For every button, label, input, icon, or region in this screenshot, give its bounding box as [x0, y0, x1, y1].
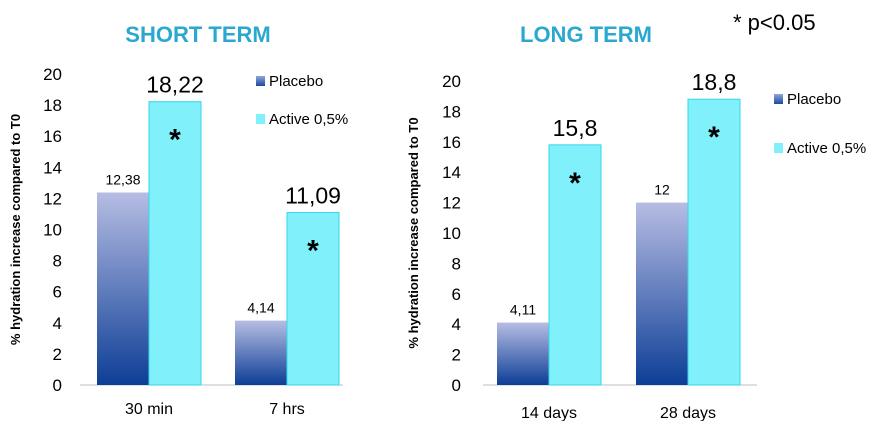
y-tick-label: 16: [442, 133, 461, 152]
y-tick-label: 2: [452, 346, 461, 365]
data-label: 11,09: [285, 183, 341, 209]
x-tick-label: 14 days: [521, 405, 577, 421]
y-tick-label: 0: [452, 376, 461, 395]
bar-active: [148, 101, 202, 386]
y-axis-title: % hydration increase compared to T0: [8, 114, 23, 345]
data-label: 12: [654, 182, 670, 198]
y-axis-title: % hydration increase compared to T0: [406, 117, 421, 348]
significance-marker: *: [169, 124, 181, 157]
bar-placebo: [636, 202, 688, 385]
y-tick-label: 4: [452, 315, 461, 334]
y-tick-label: 6: [452, 285, 461, 304]
significance-note: * p<0.05: [733, 10, 816, 35]
short-term-chart: 0 2 4 6 8 10 12 14 16 18 20 % hydration increase co…: [8, 65, 348, 418]
bar-placebo: [235, 320, 287, 385]
legend-swatch-active: [256, 114, 265, 124]
data-label: 12,38: [105, 171, 140, 187]
legend-swatch-placebo: [774, 94, 783, 104]
data-label: 4,11: [510, 302, 536, 318]
y-tick-label: 0: [53, 376, 62, 395]
legend-label: Placebo: [787, 91, 841, 108]
y-tick-label: 20: [442, 72, 461, 91]
bar-active: [286, 212, 340, 386]
y-tick-label: 6: [53, 283, 62, 302]
y-tick-label: 18: [442, 102, 461, 121]
y-tick-label: 8: [53, 252, 62, 271]
legend-label: Placebo: [269, 73, 323, 90]
significance-marker: *: [569, 167, 581, 200]
x-tick-label: 30 min: [125, 401, 173, 418]
legend-swatch-placebo: [256, 76, 265, 86]
legend-swatch-active: [774, 143, 783, 153]
y-tick-label: 14: [43, 158, 62, 177]
x-tick-label: 7 hrs: [269, 401, 305, 418]
y-tick-label: 18: [43, 96, 62, 115]
data-label: 18,8: [692, 69, 737, 95]
bar-active: [548, 144, 602, 386]
chart-title-short-term: SHORT TERM: [125, 22, 270, 47]
y-tick-label: 4: [53, 314, 62, 333]
bar-active: [687, 98, 741, 386]
bar-placebo: [97, 192, 149, 385]
y-tick-label: 12: [442, 194, 461, 213]
y-tick-label: 14: [442, 163, 461, 182]
y-tick-label: 8: [452, 254, 461, 273]
significance-marker: *: [708, 121, 720, 154]
y-tick-label: 20: [43, 65, 62, 84]
data-label: 15,8: [553, 115, 598, 141]
y-tick-label: 2: [53, 345, 62, 364]
legend-label: Active 0,5%: [787, 140, 866, 157]
data-label: 18,22: [146, 72, 204, 98]
long-term-chart: 0 2 4 6 8 10 12 14 16 18 20 % hydration increase co…: [406, 69, 866, 421]
legend-label: Active 0,5%: [269, 111, 348, 128]
y-tick-label: 10: [43, 221, 62, 240]
chart-title-long-term: LONG TERM: [520, 22, 652, 47]
y-tick-label: 10: [442, 224, 461, 243]
bar-placebo: [497, 322, 549, 385]
significance-marker: *: [307, 235, 319, 268]
x-tick-label: 28 days: [660, 405, 716, 421]
data-label: 4,14: [247, 300, 274, 316]
y-tick-label: 12: [43, 189, 62, 208]
y-tick-label: 16: [43, 127, 62, 146]
